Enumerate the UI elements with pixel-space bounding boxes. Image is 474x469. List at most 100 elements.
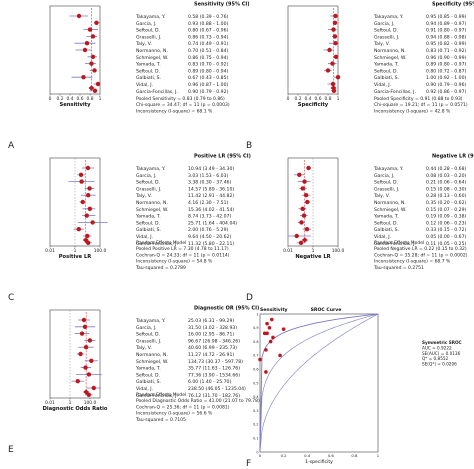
study-name: Schmiegel, W.	[374, 55, 406, 61]
data-point	[265, 321, 269, 326]
study-point	[83, 345, 89, 350]
study-point	[332, 34, 338, 39]
study-value: 9.64 (4.50 - 20.62)	[188, 234, 231, 240]
tick-label: 0.4	[67, 96, 74, 102]
tick-label: 100.0	[94, 248, 107, 254]
summary-line: Random Effects Model	[136, 392, 186, 398]
study-point	[82, 47, 88, 53]
study-name: Taly, V.	[135, 41, 152, 47]
tick-label: 0.01	[45, 400, 55, 406]
data-point	[271, 335, 275, 340]
study-point	[81, 317, 87, 323]
study-value: 0.95 (0.85 - 0.99)	[426, 14, 467, 20]
study-value: 8.74 (3.73 - 42.07)	[188, 214, 231, 220]
study-value: 0.28 (0.13 - 0.60)	[426, 193, 467, 199]
data-point	[267, 326, 272, 330]
study-value: 0.70 (0.51 - 0.84)	[188, 48, 229, 54]
study-point	[85, 165, 91, 171]
study-name: Seftoul, D.	[136, 28, 160, 34]
study-name: Garcia, J.	[136, 173, 157, 179]
study-value: 0.86 (0.73 - 0.94)	[188, 34, 229, 40]
summary-line: Tau-squared = 0.2789	[135, 265, 186, 271]
summary-line: Inconsistency (I-square) = 56.6 %	[136, 411, 213, 417]
forest-plot-d: Takayama, Y. 0.44 (0.28 - 0.68) Garcia, J.…	[246, 154, 474, 304]
study-value: 76.12 (31.70 - 182.76)	[188, 393, 240, 399]
tick-label: 0	[259, 453, 262, 458]
summary-line: Tau-squared = 0.2751	[373, 265, 424, 271]
tick-label: 0.8	[87, 96, 94, 102]
tick-label: 100.0	[332, 248, 345, 254]
tick-label: 0.5	[253, 381, 258, 385]
x-axis-label: Negative LR	[295, 254, 330, 260]
tick-label: 0.2	[281, 453, 288, 458]
study-point	[86, 372, 92, 377]
study-name: Garcia-Foncillas, J.	[374, 89, 416, 95]
tick-label: 0.4	[253, 395, 258, 399]
x-axis-label: Diagnostic Odds Ratio	[43, 406, 108, 412]
tick-label: 0	[49, 96, 52, 102]
study-value: 25.71 (1.64 - 404.04)	[188, 220, 237, 226]
summary-line: Inconsistency (I-square) = 68.1 %	[136, 108, 213, 114]
study-name: Vidal, J.	[136, 234, 153, 240]
study-value: 11.27 (4.72 - 26.91)	[188, 352, 234, 358]
study-value: 35.77 (11.63 - 126.76)	[188, 366, 240, 372]
data-point	[281, 327, 286, 331]
study-name: Garcia-Foncillas, J.	[136, 89, 178, 95]
study-point	[84, 41, 90, 46]
study-value: 134.73 (30.37 - 597.78)	[188, 359, 243, 365]
study-name: Grasselli, J.	[374, 186, 399, 192]
legend-text: Symmetric SROC	[422, 340, 462, 345]
tick-label: 1	[337, 96, 340, 102]
column-header: Negative LR (95% CI)	[432, 154, 474, 160]
study-name: Grasselli, J.	[136, 34, 161, 40]
study-name: Seftoul, D.	[374, 220, 398, 226]
data-point	[270, 317, 274, 322]
study-name: Takayama, Y.	[135, 14, 165, 20]
study-point	[330, 61, 335, 66]
study-value: 0.94 (0.88 - 0.98)	[426, 34, 467, 40]
study-value: 0.83 (0.70 - 0.92)	[188, 62, 229, 68]
tick-label: 0.4	[304, 453, 311, 458]
x-axis-label: Sensitivity	[59, 102, 91, 108]
tick-label: 0.4	[305, 96, 312, 102]
study-point	[76, 13, 82, 19]
study-point	[86, 392, 92, 397]
data-point	[258, 357, 262, 362]
study-name: Vidal, J.	[136, 386, 153, 392]
tick-label: 0.8	[253, 340, 258, 344]
x-axis-label: 1-specificity	[305, 459, 333, 465]
study-name: Grasselli, J.	[374, 34, 399, 40]
study-value: 2.00 (0.76 - 5.29)	[188, 227, 229, 233]
study-name: Schmiegel, W.	[374, 207, 406, 213]
study-value: 16.00 (2.95 - 86.71)	[188, 332, 234, 338]
study-value: 0.35 (0.20 - 0.62)	[426, 200, 467, 206]
study-point	[87, 206, 93, 211]
study-point	[90, 220, 95, 225]
tick-label: 0.8	[351, 453, 358, 458]
study-point	[90, 54, 96, 59]
study-point	[85, 240, 91, 245]
study-name: Taly, V.	[135, 345, 152, 351]
study-value: 40.60 (6.99 - 235.73)	[188, 345, 237, 351]
study-value: 15.36 (4.02 - 41.54)	[188, 207, 234, 213]
study-name: Garcia, J.	[374, 173, 395, 179]
forest-plot-c: Takayama, Y. 10.94 (3.49 - 34.30) Garcia, …	[8, 154, 251, 304]
pooled-diamond	[330, 85, 337, 91]
study-point	[85, 233, 90, 239]
study-value: 25.03 (6.31 - 99.29)	[188, 318, 234, 324]
study-name: Yamada, T.	[135, 214, 161, 220]
study-value: 0.15 (0.08 - 0.30)	[426, 186, 467, 192]
study-point	[325, 68, 331, 73]
study-name: Garcia, J.	[136, 325, 157, 331]
study-point	[79, 331, 85, 336]
study-point	[78, 351, 83, 357]
study-value: 0.96 (0.90 - 0.99)	[426, 55, 467, 61]
sroc-curve	[259, 313, 379, 453]
legend-text: SE(AUC) = 0.0136	[422, 351, 461, 356]
study-value: 238.50 (46.05 - 1235.04)	[188, 386, 246, 392]
panel-letter: F	[246, 459, 251, 469]
study-name: Normanno, N.	[136, 48, 168, 54]
study-value: 0.11 (0.05 - 0.25)	[426, 241, 467, 247]
study-value: 0.86 (0.75 - 0.94)	[188, 55, 229, 61]
study-name: Garcia, J.	[136, 21, 157, 27]
